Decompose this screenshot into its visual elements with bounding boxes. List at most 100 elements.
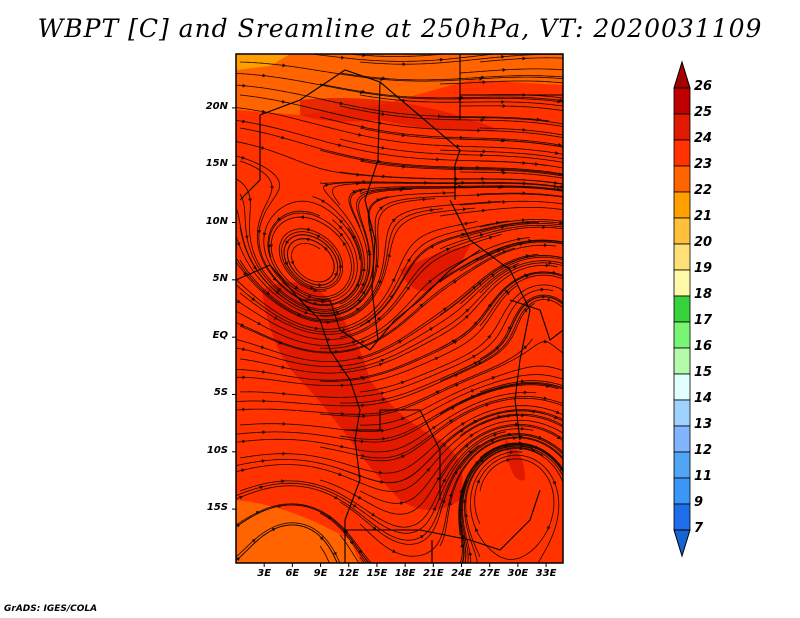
colorbar-label: 17 (694, 313, 713, 328)
streamline-arrow (543, 339, 548, 344)
streamline-arrow (575, 512, 579, 516)
streamline-arrow (402, 164, 406, 169)
colorbar-segment (673, 425, 691, 453)
streamline-arrow (547, 297, 552, 302)
streamline-arrow (442, 191, 447, 195)
streamline-arrow (547, 526, 551, 531)
streamline-arrow (242, 119, 246, 124)
streamline-arrow (257, 230, 262, 234)
streamline-arrow (454, 587, 458, 591)
streamline-arrow (490, 439, 495, 443)
streamline-arrow (438, 279, 443, 283)
streamline-arrow (556, 435, 561, 440)
streamline (236, 272, 537, 381)
streamline-arrow (513, 265, 518, 270)
streamline-arrow (379, 470, 383, 475)
streamline (236, 338, 533, 415)
streamline-arrow (340, 55, 345, 60)
streamline-arrow (545, 384, 550, 388)
colorbar-label: 9 (694, 495, 704, 510)
streamline-arrow (285, 240, 290, 245)
streamline-arrow (422, 197, 427, 202)
lon-tick-label: 15E (366, 568, 388, 579)
streamline-arrow (436, 157, 440, 162)
streamline-arrow (270, 186, 275, 190)
colorbar-segment (673, 269, 691, 297)
streamline-arrow (357, 356, 362, 360)
streamline-arrow (445, 247, 450, 252)
streamline (459, 241, 563, 272)
lat-tick-label: 15N (205, 158, 228, 170)
streamline (236, 234, 502, 340)
lat-tick-label: 15S (206, 502, 228, 514)
streamline (239, 265, 559, 374)
lon-tick-label: 6E (285, 568, 300, 579)
streamline (239, 428, 534, 528)
streamline (359, 160, 563, 177)
streamline-arrow (361, 290, 366, 295)
streamline (359, 436, 563, 557)
streamline-arrow (465, 308, 470, 313)
streamline-arrow (578, 228, 582, 232)
streamline-arrow (242, 271, 247, 276)
streamline-arrow (501, 99, 505, 104)
streamline-arrow (392, 549, 397, 553)
streamline-arrow (243, 47, 247, 51)
streamline-arrow (528, 238, 533, 243)
streamline (458, 443, 563, 563)
streamline (319, 193, 563, 316)
streamline-arrow (500, 225, 505, 230)
streamline (278, 228, 344, 292)
streamline-arrow (278, 340, 283, 345)
streamline (236, 221, 478, 330)
streamline-arrow (378, 362, 383, 367)
streamline-arrow (335, 310, 340, 315)
streamline-arrow (380, 391, 385, 396)
streamline-arrow (355, 307, 360, 312)
streamline-arrow (361, 44, 365, 48)
dark-region-east (400, 245, 470, 291)
streamline (479, 260, 563, 294)
streamline (236, 198, 436, 317)
streamline-arrow (266, 244, 271, 249)
streamline-arrow (340, 444, 345, 449)
streamline-arrow (475, 527, 479, 532)
streamline-arrow (282, 451, 286, 456)
streamline-arrow (339, 232, 344, 237)
streamline (322, 181, 536, 305)
streamline-arrow (525, 274, 530, 278)
streamline-arrow (538, 49, 542, 53)
lon-tick-label: 30E (507, 568, 529, 579)
streamline-arrow (360, 439, 365, 444)
streamline-arrow (477, 281, 482, 286)
streamline (236, 237, 530, 347)
streamline-arrow (502, 250, 507, 254)
streamline-arrow (461, 422, 466, 426)
streamline-arrow (362, 414, 367, 419)
streamline-arrow (277, 287, 282, 292)
streamline-arrow (341, 411, 345, 416)
streamline (470, 451, 555, 560)
streamline-arrow (429, 327, 434, 331)
streamline-arrow (327, 337, 332, 342)
streamline-arrow (519, 446, 524, 451)
streamline-arrow (314, 326, 319, 331)
streamline-arrow (498, 185, 503, 190)
colorbar-label: 22 (694, 183, 713, 198)
streamline-arrow (531, 575, 535, 579)
streamline (439, 437, 563, 547)
streamline-arrow (460, 39, 464, 43)
colorbar-label: 14 (694, 391, 713, 406)
streamline (439, 298, 563, 382)
streamline-arrow (262, 370, 267, 374)
streamline (236, 247, 515, 353)
streamline-arrow (552, 481, 557, 486)
streamline-arrow (568, 421, 572, 424)
streamline-arrow (460, 95, 465, 100)
streamline (359, 186, 563, 195)
streamline-arrow (459, 429, 464, 433)
streamline (439, 240, 563, 283)
streamline-arrow (482, 149, 487, 154)
streamline (339, 447, 544, 563)
streamline-arrow (352, 235, 356, 240)
